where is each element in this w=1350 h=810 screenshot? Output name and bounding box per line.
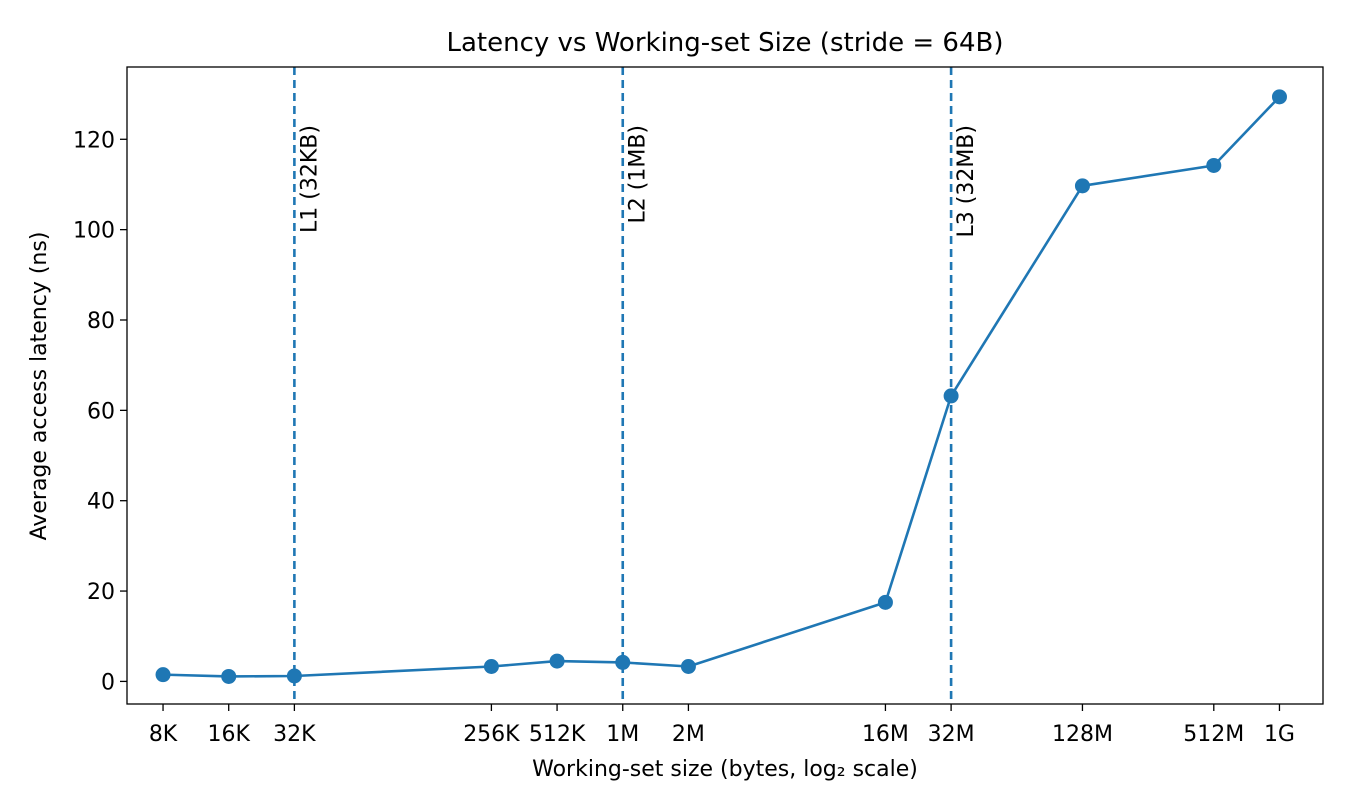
latency-series-line [163, 95, 1281, 678]
x-tick-label: 32M [928, 722, 975, 747]
plot-area: 0 20 40 60 80 100 120 8K 16K 32K 256K 512K 1M 2M 16M 32… [73, 67, 1295, 747]
data-point [483, 659, 499, 675]
x-tick-label: 2M [672, 722, 705, 747]
data-point [1206, 157, 1222, 173]
x-tick-label: 512K [529, 722, 586, 747]
data-point [221, 668, 237, 684]
data-point [286, 668, 302, 684]
data-point [615, 654, 631, 670]
cache-boundary-label: L2 (1MB) [626, 125, 651, 223]
data-point [680, 659, 696, 675]
x-tick-label: 1G [1264, 722, 1295, 747]
y-tick-label: 120 [73, 128, 115, 153]
x-tick-label: 8K [149, 722, 178, 747]
cache-boundary-label: L3 (32MB) [954, 125, 979, 237]
y-axis-label: Average access latency (ns) [27, 232, 52, 541]
y-tick-label: 100 [73, 219, 115, 244]
cache-boundary-label: L1 (32KB) [297, 125, 322, 233]
y-tick-label: 0 [101, 670, 115, 695]
data-point [155, 667, 171, 683]
x-tick-label: 512M [1183, 722, 1244, 747]
x-tick-label: 1M [606, 722, 639, 747]
y-tick-label: 40 [87, 490, 115, 515]
x-tick-label: 128M [1052, 722, 1113, 747]
chart-title: Latency vs Working-set Size (stride = 64… [447, 28, 1004, 58]
data-point [1271, 89, 1287, 105]
y-tick-label: 20 [87, 580, 115, 605]
data-point [549, 653, 565, 669]
data-point [1074, 178, 1090, 194]
x-tick-label: 256K [463, 722, 520, 747]
y-tick-label: 80 [87, 309, 115, 334]
y-tick-label: 60 [87, 399, 115, 424]
data-point [943, 388, 959, 404]
x-tick-label: 32K [273, 722, 316, 747]
data-point [877, 594, 893, 610]
x-tick-label: 16K [208, 722, 251, 747]
x-axis-label: Working-set size (bytes, log₂ scale) [532, 757, 918, 782]
plot-frame [126, 66, 1324, 705]
x-tick-label: 16M [862, 722, 909, 747]
